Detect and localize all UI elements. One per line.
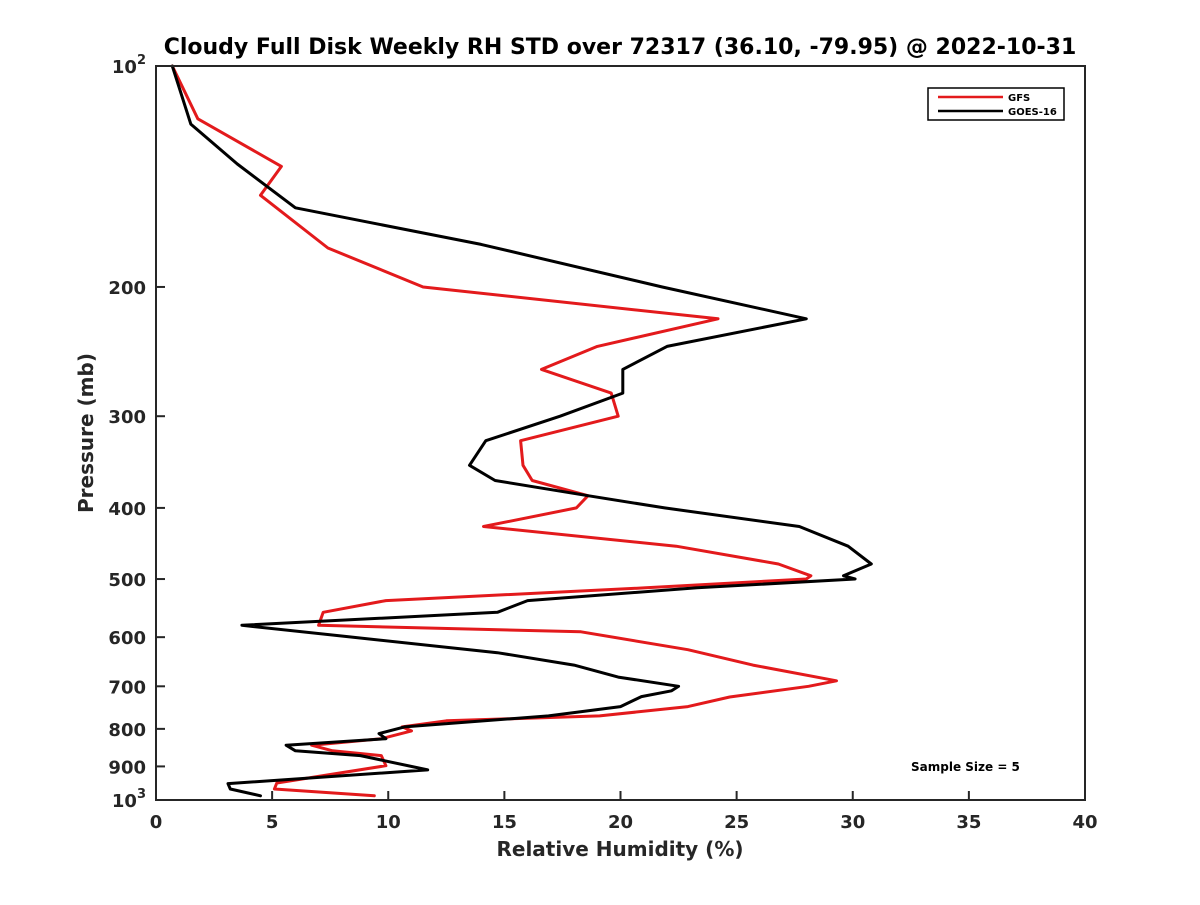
plot-lines — [170, 64, 873, 798]
x-tick-label: 30 — [840, 812, 865, 833]
y-tick-label: 103 — [112, 787, 146, 812]
y-axis-line — [155, 65, 1086, 801]
y-tick-label: 900 — [108, 757, 146, 778]
legend-box — [927, 87, 1065, 121]
series-line-gfs — [170, 64, 838, 798]
sample-size-annotation: Sample Size = 5 — [911, 760, 1020, 774]
y-tick-label: 700 — [108, 677, 146, 698]
legend: GFS GOES-16 — [927, 87, 1065, 121]
x-tick-label: 5 — [266, 812, 279, 833]
y-tick-label: 600 — [108, 628, 146, 649]
y-axis-ticks: 102 200 300 400 500 600 700 800 900 103 — [108, 53, 165, 812]
x-tick-label: 40 — [1072, 812, 1097, 833]
x-tick-label: 10 — [376, 812, 401, 833]
x-tick-label: 20 — [608, 812, 633, 833]
chart-title: Cloudy Full Disk Weekly RH STD over 7231… — [164, 35, 1077, 60]
y-tick-label: 500 — [108, 570, 146, 591]
y-tick-label: 300 — [108, 407, 146, 428]
x-tick-label: 0 — [150, 812, 163, 833]
y-tick-label: 800 — [108, 720, 146, 741]
series-line-goes16 — [170, 64, 873, 798]
y-axis-label: Pressure (mb) — [74, 353, 98, 513]
legend-label-gfs: GFS — [1008, 93, 1030, 104]
x-tick-label: 15 — [492, 812, 517, 833]
x-axis-ticks: 0 5 10 15 20 25 30 35 40 — [150, 791, 1098, 833]
x-tick-label: 25 — [724, 812, 749, 833]
y-tick-label: 200 — [108, 278, 146, 299]
x-tick-label: 35 — [956, 812, 981, 833]
y-tick-label: 102 — [112, 53, 146, 78]
x-axis-label: Relative Humidity (%) — [496, 837, 743, 861]
legend-label-goes16: GOES-16 — [1008, 107, 1057, 118]
y-tick-label: 400 — [108, 499, 146, 520]
